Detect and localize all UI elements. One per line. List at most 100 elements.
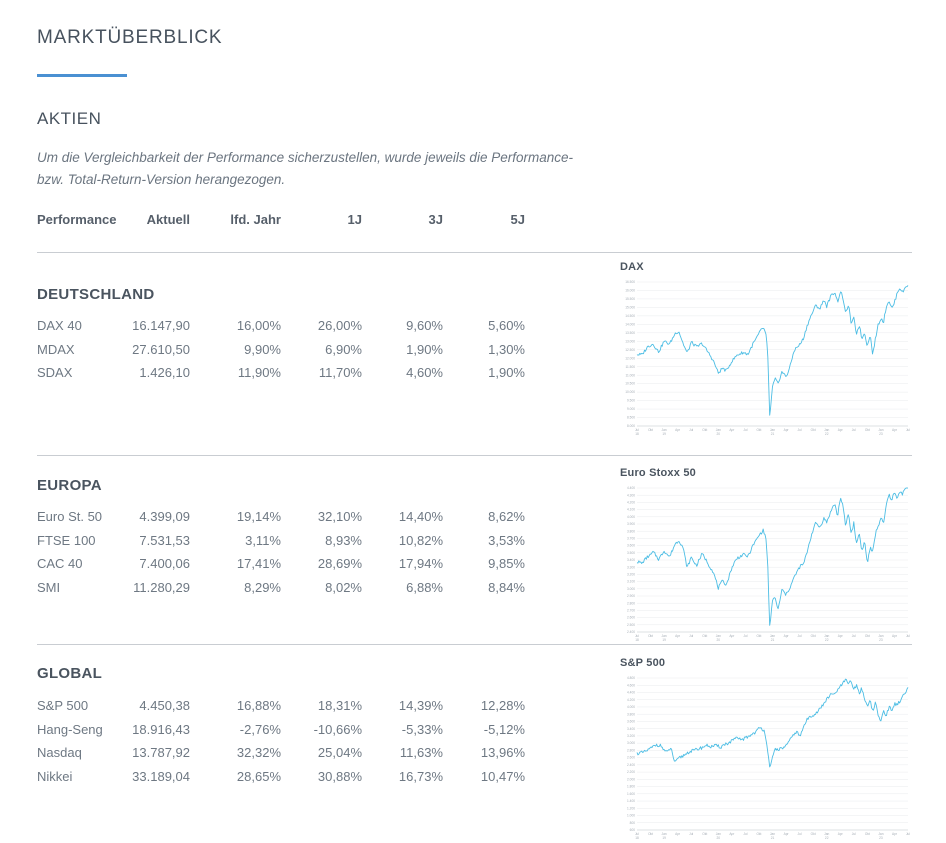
value-5j: 8,62% <box>488 509 525 525</box>
value-lfd-jahr: 19,14% <box>236 509 281 525</box>
index-name: SDAX <box>37 365 73 381</box>
svg-text:10.500: 10.500 <box>625 382 635 386</box>
table-row: Euro St. 50 4.399,09 19,14% 32,10% 14,40… <box>37 505 525 529</box>
svg-text:13.500: 13.500 <box>625 331 635 335</box>
value-3j: -5,33% <box>401 721 443 737</box>
index-name: Nikkei <box>37 769 73 785</box>
svg-text:Apr: Apr <box>729 634 735 638</box>
svg-text:Apr: Apr <box>729 428 735 432</box>
value-5j: 12,28% <box>480 698 525 714</box>
index-name: CAC 40 <box>37 556 83 572</box>
svg-text:2.400: 2.400 <box>627 630 635 634</box>
table-group-europa: Euro St. 50 4.399,09 19,14% 32,10% 14,40… <box>37 505 525 599</box>
note-line-1: Um die Vergleichbarkeit der Performance … <box>37 150 573 165</box>
index-name: Nasdaq <box>37 745 82 761</box>
svg-text:3.000: 3.000 <box>627 741 635 745</box>
svg-text:4.100: 4.100 <box>627 508 635 512</box>
value-5j: 13,96% <box>480 745 525 761</box>
svg-text:Okt: Okt <box>865 634 870 638</box>
value-aktuell: 16.147,90 <box>132 318 190 334</box>
dax-line-chart: 8.000 8.500 9.000 9.500 10.000 10.500 11.000 11… <box>620 279 912 439</box>
svg-text:4.300: 4.300 <box>627 493 635 497</box>
svg-text:14.000: 14.000 <box>625 322 635 326</box>
value-lfd-jahr: 28,65% <box>236 769 281 785</box>
value-3j: 1,90% <box>406 341 443 357</box>
value-lfd-jahr: -2,76% <box>239 721 281 737</box>
value-1j: 26,00% <box>317 318 362 334</box>
header-performance: Performance <box>37 212 117 227</box>
svg-text:15.500: 15.500 <box>625 297 635 301</box>
index-name: Euro St. 50 <box>37 509 103 525</box>
svg-text:Jul: Jul <box>798 634 802 638</box>
table-row: Nikkei 33.189,04 28,65% 30,88% 16,73% 10… <box>37 765 525 789</box>
svg-text:Jul: Jul <box>906 832 910 836</box>
svg-text:3.400: 3.400 <box>627 727 635 731</box>
svg-text:Jul: Jul <box>743 832 747 836</box>
svg-text:2.600: 2.600 <box>627 756 635 760</box>
table-group-global: S&P 500 4.450,38 16,88% 18,31% 14,39% 12… <box>37 694 525 788</box>
table-row: DAX 40 16.147,90 16,00% 26,00% 9,60% 5,6… <box>37 314 525 338</box>
euro-stoxx-50-line-chart: 2.400 2.500 2.600 2.700 2.800 2.900 3.000 3.100… <box>620 485 912 645</box>
value-lfd-jahr: 17,41% <box>236 556 281 572</box>
svg-text:Okt: Okt <box>811 634 816 638</box>
svg-text:2.600: 2.600 <box>627 616 635 620</box>
index-name: SMI <box>37 580 61 596</box>
svg-text:2.700: 2.700 <box>627 609 635 613</box>
svg-text:2.800: 2.800 <box>627 748 635 752</box>
svg-text:4.400: 4.400 <box>627 486 635 490</box>
svg-text:Okt: Okt <box>648 832 653 836</box>
svg-text:4.400: 4.400 <box>627 691 635 695</box>
svg-text:4.600: 4.600 <box>627 683 635 687</box>
value-5j: 8,84% <box>488 580 525 596</box>
svg-text:16.500: 16.500 <box>625 280 635 284</box>
value-aktuell: 1.426,10 <box>139 365 190 381</box>
svg-text:Jul: Jul <box>906 634 910 638</box>
value-3j: 14,39% <box>398 698 443 714</box>
svg-text:4.000: 4.000 <box>627 515 635 519</box>
svg-text:Jul: Jul <box>852 634 856 638</box>
svg-text:10.000: 10.000 <box>625 390 635 394</box>
svg-text:13.000: 13.000 <box>625 339 635 343</box>
table-row: SDAX 1.426,10 11,90% 11,70% 4,60% 1,90% <box>37 361 525 385</box>
value-5j: 1,90% <box>488 365 525 381</box>
value-lfd-jahr: 8,29% <box>244 580 281 596</box>
value-lfd-jahr: 32,32% <box>236 745 281 761</box>
group-heading-global: GLOBAL <box>37 665 103 682</box>
value-aktuell: 18.916,43 <box>132 721 190 737</box>
value-3j: 6,88% <box>406 580 443 596</box>
index-name: MDAX <box>37 341 75 357</box>
value-5j: 9,85% <box>488 556 525 572</box>
value-1j: 8,02% <box>325 580 362 596</box>
svg-text:Okt: Okt <box>702 832 707 836</box>
svg-text:15.000: 15.000 <box>625 306 635 310</box>
svg-text:Okt: Okt <box>702 634 707 638</box>
value-5j: 1,30% <box>488 341 525 357</box>
table-group-deutschland: DAX 40 16.147,90 16,00% 26,00% 9,60% 5,6… <box>37 314 525 385</box>
table-row: MDAX 27.610,50 9,90% 6,90% 1,90% 1,30% <box>37 338 525 362</box>
section-title-aktien: AKTIEN <box>37 109 102 128</box>
value-1j: 18,31% <box>317 698 362 714</box>
svg-text:4.200: 4.200 <box>627 698 635 702</box>
svg-text:16.000: 16.000 <box>625 289 635 293</box>
svg-text:Apr: Apr <box>675 634 681 638</box>
table-row: FTSE 100 7.531,53 3,11% 8,93% 10,82% 3,5… <box>37 529 525 553</box>
performance-note: Um die Vergleichbarkeit der Performance … <box>37 147 637 192</box>
svg-text:Okt: Okt <box>648 428 653 432</box>
svg-text:Jul: Jul <box>852 832 856 836</box>
svg-text:Jul: Jul <box>743 428 747 432</box>
svg-text:Okt: Okt <box>756 832 761 836</box>
value-lfd-jahr: 16,00% <box>236 318 281 334</box>
header-1j: 1J <box>347 212 362 227</box>
svg-text:4.000: 4.000 <box>627 705 635 709</box>
svg-text:Apr: Apr <box>675 832 681 836</box>
euro-stoxx-50-chart: Euro Stoxx 50 2.400 2.500 2.600 2.700 2.800 2… <box>620 467 912 645</box>
svg-text:11.000: 11.000 <box>625 373 635 377</box>
header-aktuell: Aktuell <box>146 212 190 227</box>
svg-text:8.500: 8.500 <box>627 416 635 420</box>
svg-text:Jul: Jul <box>689 428 693 432</box>
value-3j: 14,40% <box>398 509 443 525</box>
